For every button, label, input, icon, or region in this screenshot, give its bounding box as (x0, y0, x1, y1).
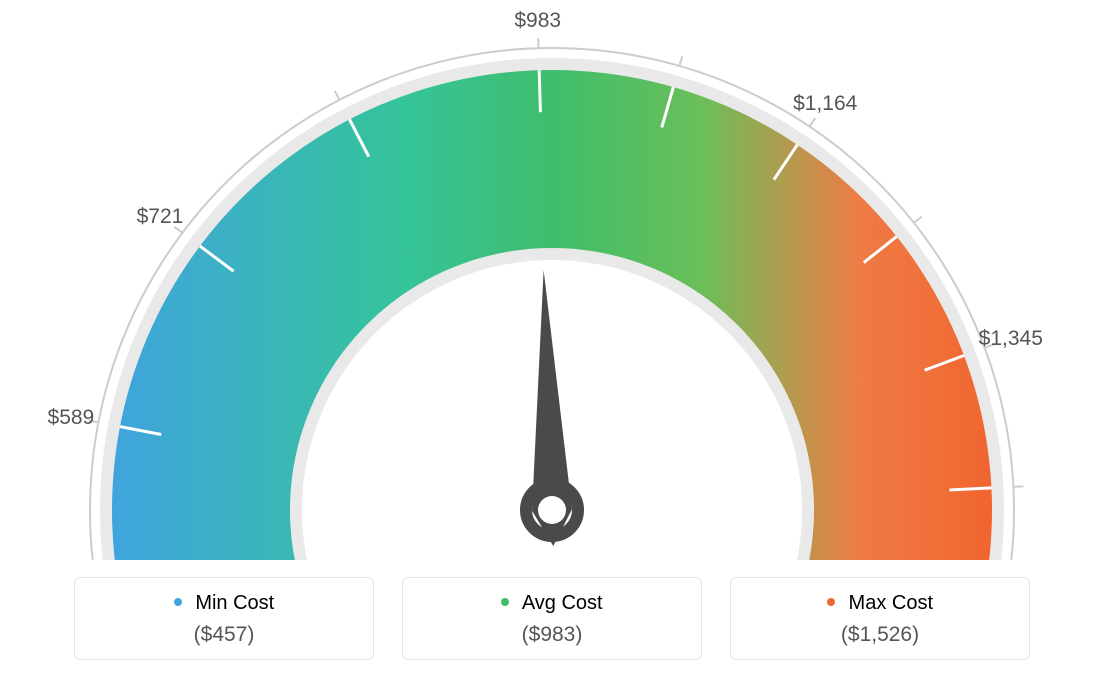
legend-label-avg: Avg Cost (522, 592, 603, 614)
tick-label: $1,164 (793, 92, 858, 115)
dot-icon (827, 598, 835, 606)
cost-gauge-chart: $457$589$721$983$1,164$1,345$1,526 (0, 0, 1104, 560)
legend-title-avg: Avg Cost (403, 592, 701, 615)
tick-label: $721 (137, 205, 184, 228)
legend-value-min: ($457) (75, 623, 373, 647)
legend-card-avg: Avg Cost ($983) (402, 577, 702, 660)
legend-row: Min Cost ($457) Avg Cost ($983) Max Cost… (0, 577, 1104, 660)
legend-value-avg: ($983) (403, 623, 701, 647)
legend-label-min: Min Cost (195, 592, 274, 614)
tick-label: $589 (48, 406, 95, 429)
tick-label: $983 (514, 9, 561, 32)
legend-title-min: Min Cost (75, 592, 373, 615)
legend-title-max: Max Cost (731, 592, 1029, 615)
tick-label: $1,345 (979, 327, 1043, 350)
legend-value-max: ($1,526) (731, 623, 1029, 647)
legend-card-min: Min Cost ($457) (74, 577, 374, 660)
dot-icon (501, 598, 509, 606)
legend-label-max: Max Cost (849, 592, 933, 614)
dot-icon (174, 598, 182, 606)
legend-card-max: Max Cost ($1,526) (730, 577, 1030, 660)
